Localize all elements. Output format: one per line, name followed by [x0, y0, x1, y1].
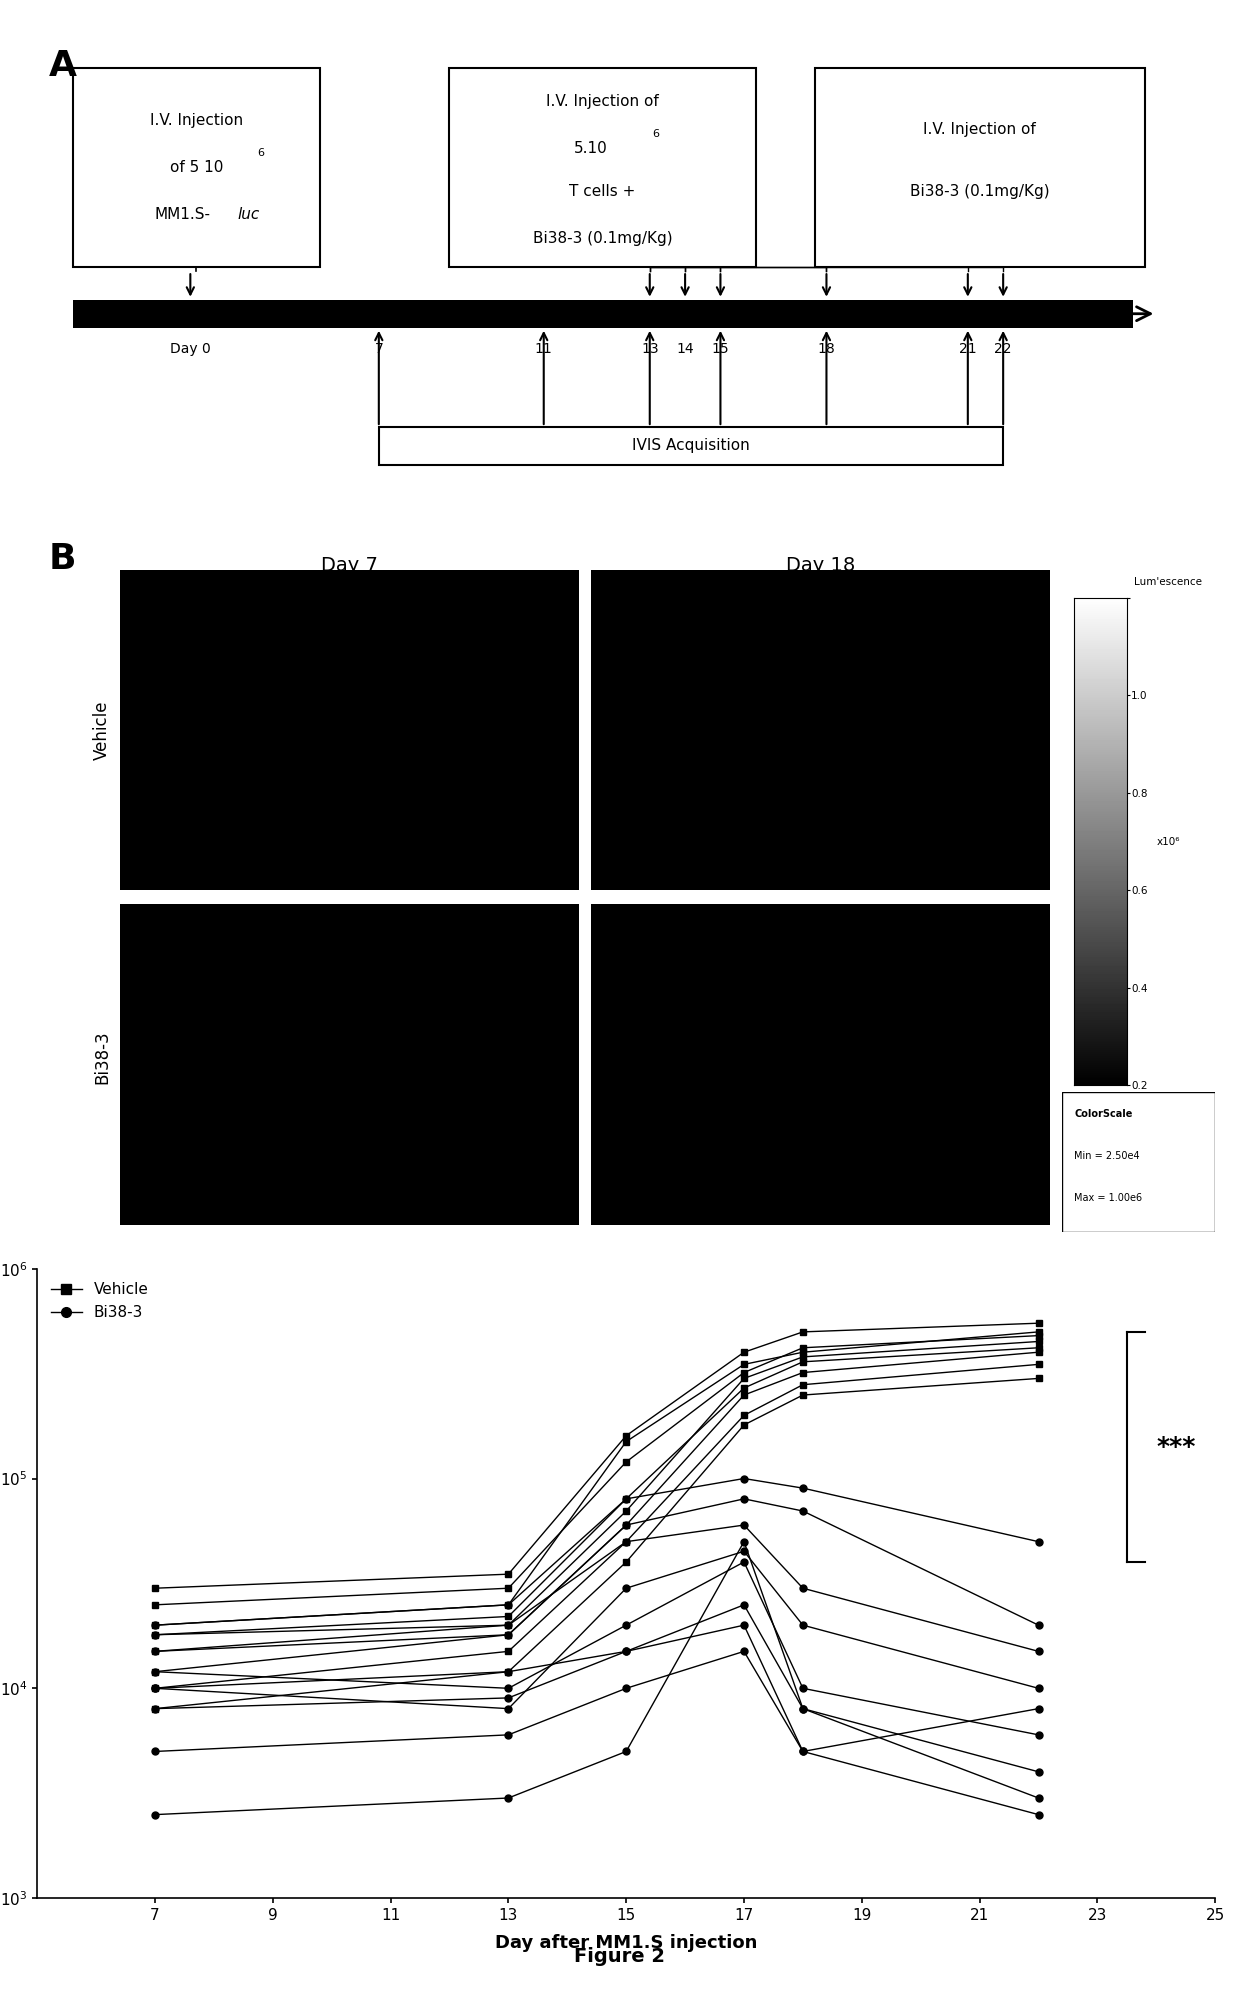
Text: IVIS Acquisition: IVIS Acquisition — [632, 438, 750, 454]
FancyBboxPatch shape — [449, 68, 755, 266]
Text: Bi38-3 (0.1mg/Kg): Bi38-3 (0.1mg/Kg) — [533, 230, 672, 246]
Text: 21: 21 — [959, 342, 977, 356]
Text: Bi38-3 (0.1mg/Kg): Bi38-3 (0.1mg/Kg) — [910, 184, 1049, 198]
Text: luc: luc — [237, 208, 259, 222]
Text: I.V. Injection of: I.V. Injection of — [547, 94, 658, 108]
Text: B: B — [50, 541, 77, 575]
Text: Bi38-3: Bi38-3 — [93, 1031, 112, 1085]
Text: Day 18: Day 18 — [786, 555, 856, 575]
Text: 5.10: 5.10 — [574, 142, 608, 156]
FancyBboxPatch shape — [379, 428, 1003, 466]
Text: T cells +: T cells + — [569, 184, 636, 198]
FancyBboxPatch shape — [72, 300, 1133, 328]
Text: Lum'escence: Lum'escence — [1135, 577, 1202, 587]
Legend: Vehicle, Bi38-3: Vehicle, Bi38-3 — [45, 1277, 155, 1327]
Text: x10⁶: x10⁶ — [1157, 837, 1179, 847]
Text: I.V. Injection of: I.V. Injection of — [924, 122, 1035, 138]
Text: 6: 6 — [652, 130, 660, 140]
FancyBboxPatch shape — [815, 68, 1145, 266]
Text: MM1.S-: MM1.S- — [155, 208, 211, 222]
Text: Figure 2: Figure 2 — [574, 1946, 666, 1966]
Text: I.V. Injection: I.V. Injection — [150, 112, 243, 128]
Text: Day 0: Day 0 — [170, 342, 211, 356]
Text: 22: 22 — [994, 342, 1012, 356]
Text: 7: 7 — [374, 342, 383, 356]
Text: 13: 13 — [641, 342, 658, 356]
Text: 6: 6 — [258, 148, 264, 158]
Text: Vehicle: Vehicle — [93, 701, 112, 759]
Text: ***: *** — [1157, 1435, 1195, 1459]
X-axis label: Day after MM1.S injection: Day after MM1.S injection — [495, 1934, 758, 1952]
Text: 14: 14 — [676, 342, 694, 356]
Text: 11: 11 — [534, 342, 553, 356]
Text: 15: 15 — [712, 342, 729, 356]
FancyBboxPatch shape — [72, 68, 320, 266]
Text: Day 7: Day 7 — [321, 555, 378, 575]
Text: A: A — [50, 50, 77, 84]
Text: of 5 10: of 5 10 — [170, 160, 223, 176]
Text: 18: 18 — [817, 342, 836, 356]
Text: Radiance
(p/sec/cm²/sr): Radiance (p/sec/cm²/sr) — [1135, 1095, 1202, 1117]
